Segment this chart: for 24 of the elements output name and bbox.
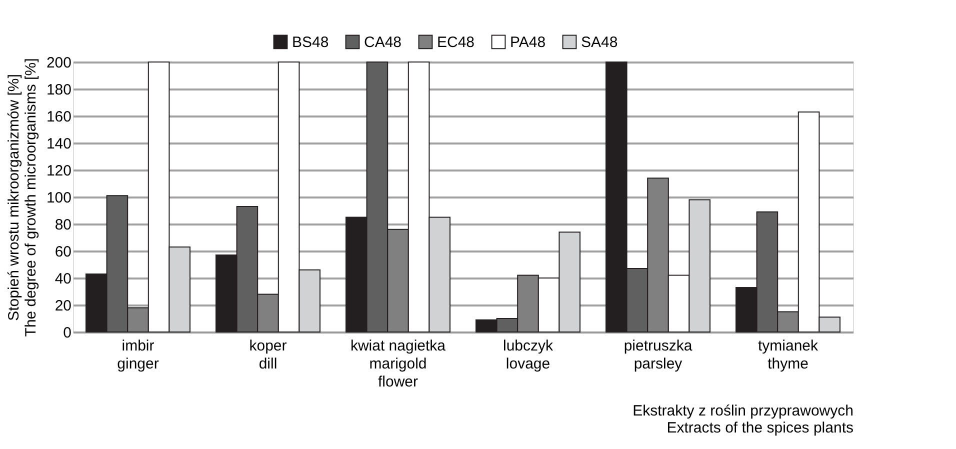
legend-label: BS48 — [292, 34, 329, 51]
y-tick-label: 100 — [46, 190, 72, 206]
y-tick-label: 80 — [54, 216, 72, 234]
x-tick-label: koper dill — [249, 338, 287, 372]
y-tick-label: 40 — [54, 270, 72, 288]
y-tick-label: 180 — [46, 82, 72, 98]
legend-label: EC48 — [437, 34, 475, 51]
x-tick-label: lubczyk lovage — [502, 338, 554, 372]
x-tick-label: tymianek thyme — [758, 338, 819, 372]
legend-label: PA48 — [510, 34, 546, 51]
x-tick-label: kwiat nagietka marigold flower — [350, 338, 446, 390]
y-axis-title: Stopień wrostu mikroorganizmów [%] The degree of growth microorganisms [%] — [5, 58, 40, 337]
legend-label: SA48 — [581, 34, 618, 51]
legend-label: CA48 — [364, 34, 402, 51]
x-axis-title: Ekstrakty z roślin przyprawowych Extracts of the spices plants — [632, 402, 854, 436]
x-tick-label: imbir ginger — [117, 338, 159, 372]
y-tick-label: 200 — [46, 54, 72, 72]
y-tick-label: 20 — [54, 298, 72, 314]
y-tick-label: 60 — [54, 244, 72, 260]
x-tick-label: pietruszka parsley — [624, 338, 693, 372]
y-tick-label: 0 — [63, 324, 72, 342]
y-tick-label: 160 — [46, 108, 72, 126]
y-tick-label: 140 — [46, 136, 72, 152]
y-tick-label: 120 — [46, 162, 72, 180]
